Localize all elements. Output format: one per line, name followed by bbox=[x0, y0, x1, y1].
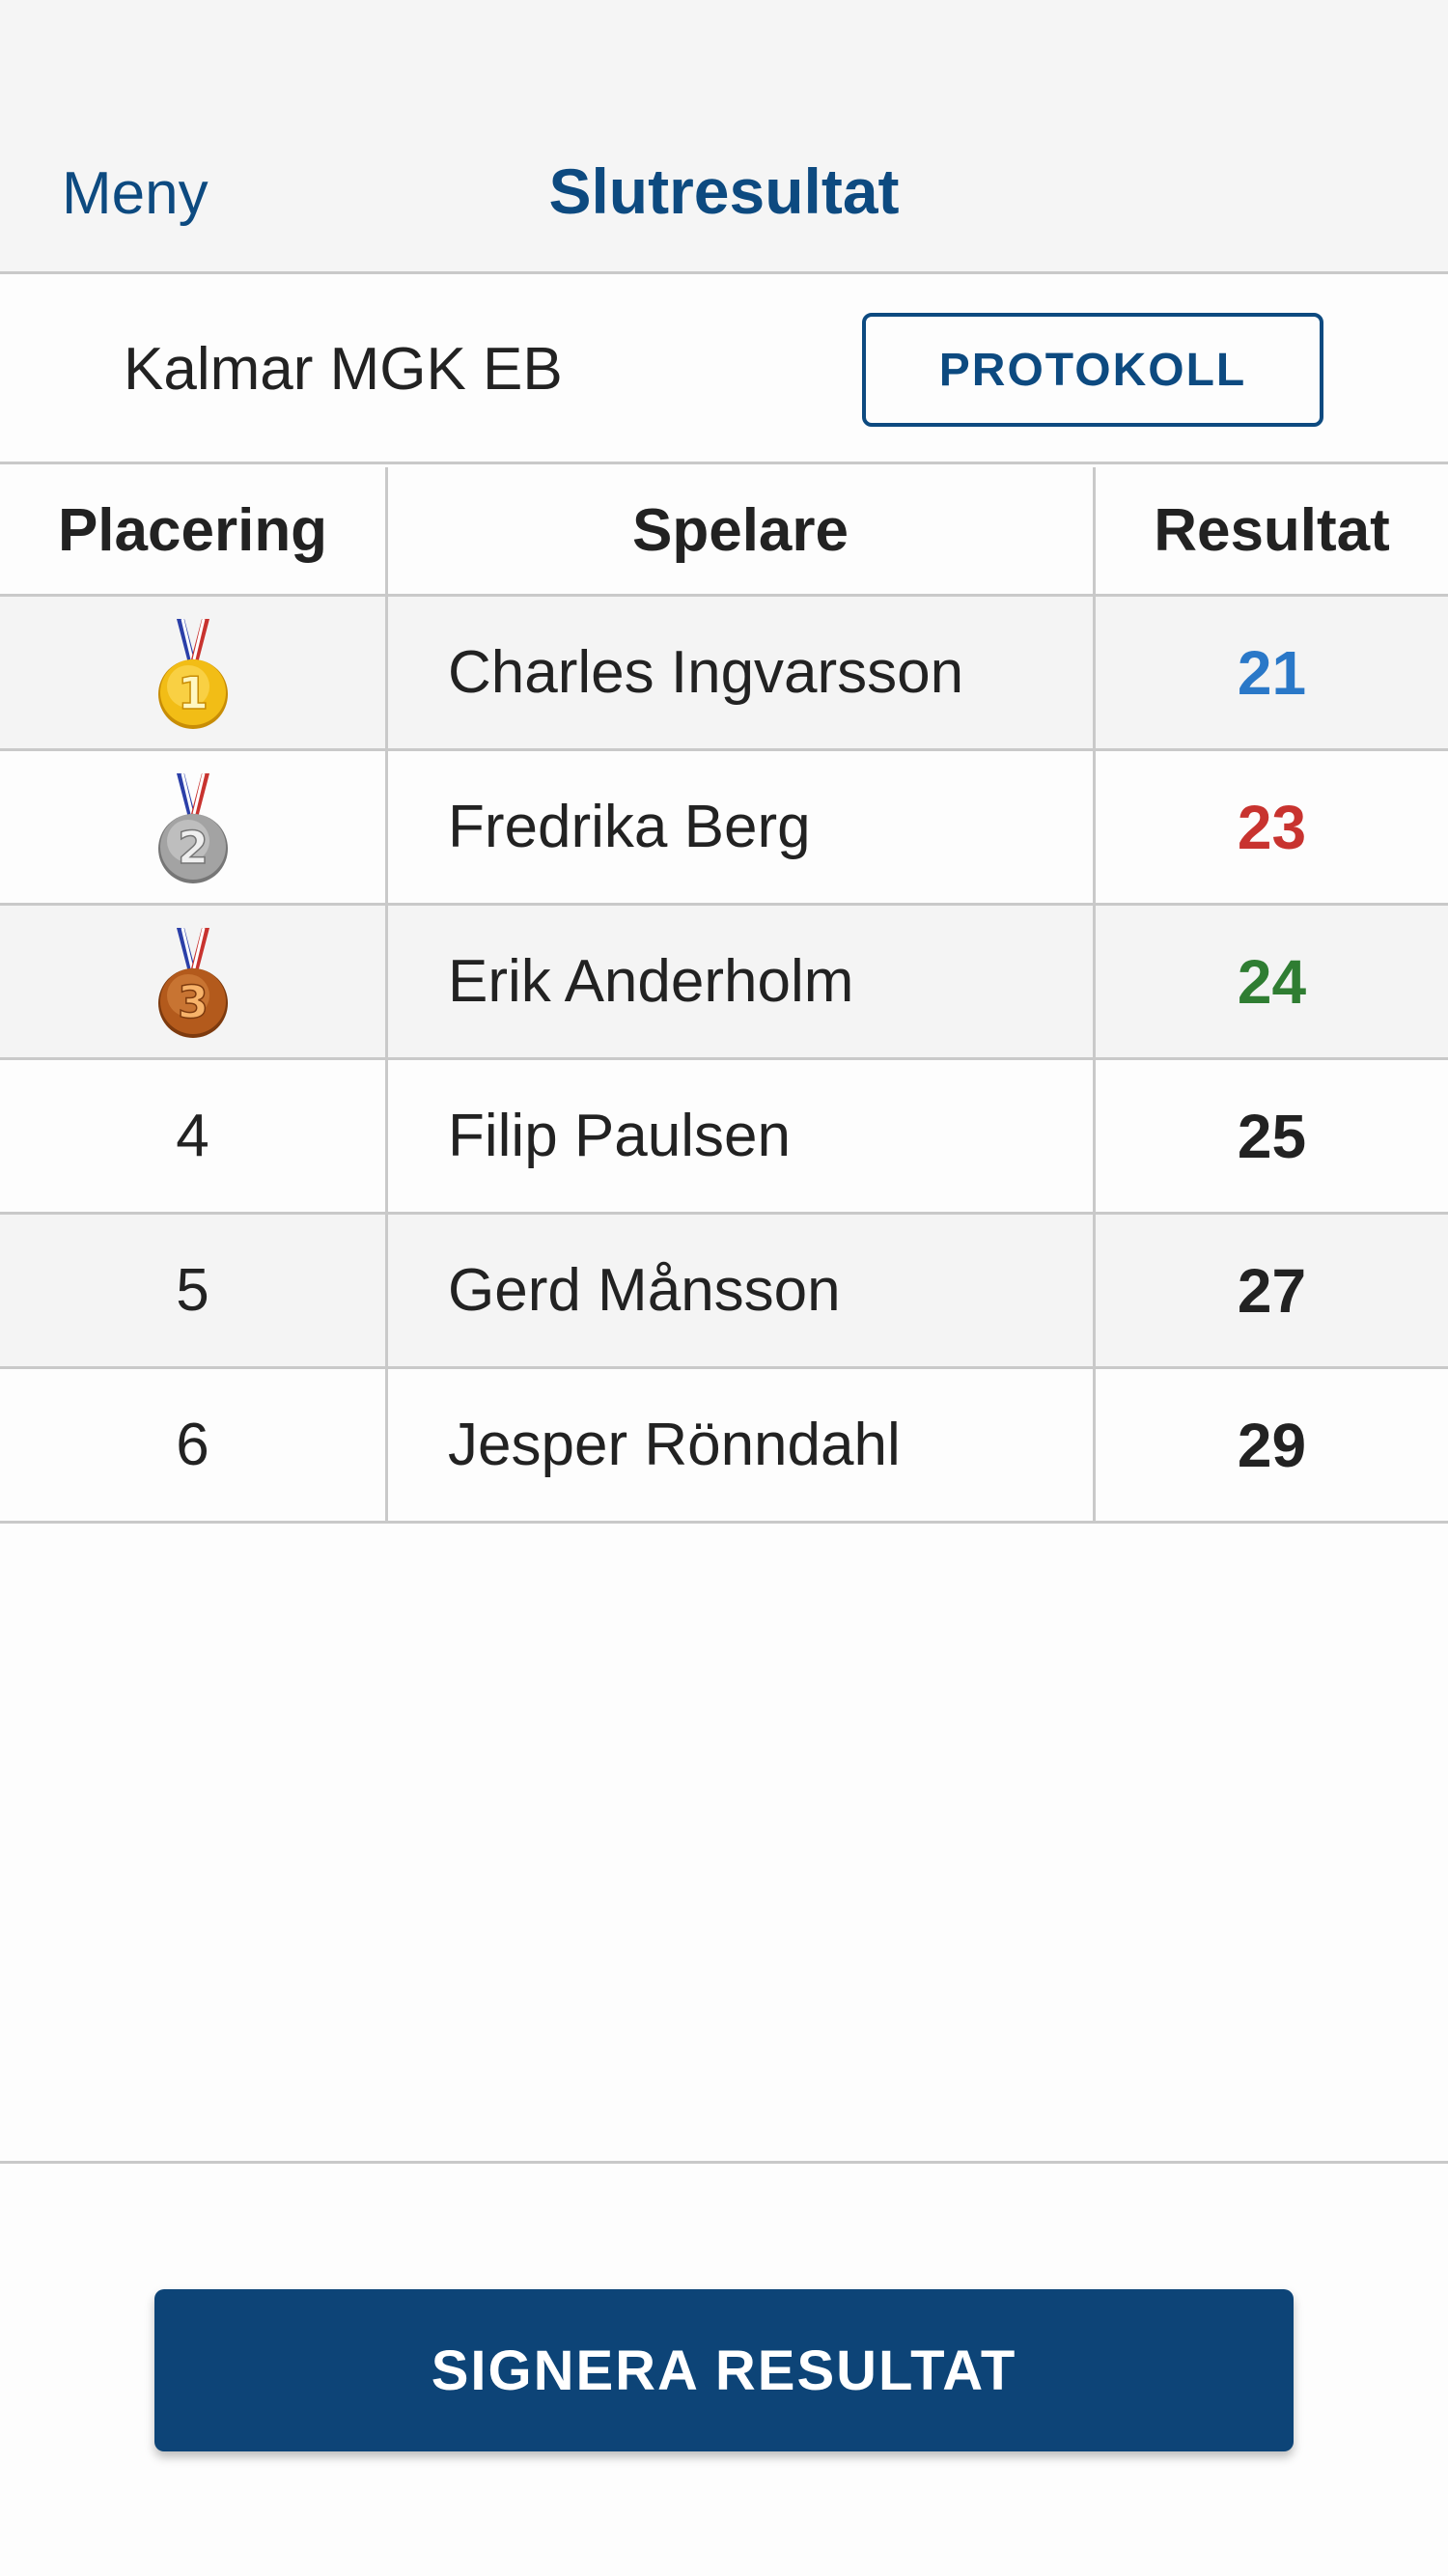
player-name: Jesper Rönndahl bbox=[448, 1412, 901, 1478]
result-cell: 25 bbox=[1096, 1060, 1448, 1212]
player-cell: Charles Ingvarsson bbox=[388, 597, 1096, 748]
result-cell: 29 bbox=[1096, 1369, 1448, 1521]
table-header-row: Placering Spelare Resultat bbox=[0, 467, 1448, 597]
result-cell: 23 bbox=[1096, 751, 1448, 903]
placement-cell: 3 bbox=[0, 906, 388, 1057]
placement-cell: 5 bbox=[0, 1215, 388, 1366]
player-name: Charles Ingvarsson bbox=[448, 639, 964, 706]
navigation-bar: Meny Slutresultat bbox=[0, 0, 1448, 274]
placement-cell: 4 bbox=[0, 1060, 388, 1212]
table-row: 1 Charles Ingvarsson 21 bbox=[0, 597, 1448, 751]
placement-cell: 6 bbox=[0, 1369, 388, 1521]
result-score: 29 bbox=[1237, 1410, 1307, 1480]
player-name: Erik Anderholm bbox=[448, 948, 854, 1015]
silver-medal-icon: 2 bbox=[150, 770, 237, 885]
table-row: 4 Filip Paulsen 25 bbox=[0, 1060, 1448, 1215]
menu-back-button[interactable]: Meny bbox=[62, 160, 209, 227]
player-cell: Jesper Rönndahl bbox=[388, 1369, 1096, 1521]
result-score: 24 bbox=[1237, 946, 1307, 1017]
result-score: 27 bbox=[1237, 1255, 1307, 1326]
player-name: Filip Paulsen bbox=[448, 1103, 791, 1169]
placement-number: 4 bbox=[176, 1103, 209, 1169]
gold-medal-icon: 1 bbox=[150, 615, 237, 731]
table-row: 5 Gerd Månsson 27 bbox=[0, 1215, 1448, 1369]
table-body: 1 Charles Ingvarsson 21 2 Fredrika Berg 23… bbox=[0, 597, 1448, 1524]
result-score: 23 bbox=[1237, 792, 1307, 862]
header-placement: Placering bbox=[0, 467, 388, 594]
player-cell: Fredrika Berg bbox=[388, 751, 1096, 903]
table-row: 3 Erik Anderholm 24 bbox=[0, 906, 1448, 1060]
header-player: Spelare bbox=[388, 467, 1096, 594]
sign-result-button[interactable]: SIGNERA RESULTAT bbox=[154, 2289, 1294, 2451]
svg-text:2: 2 bbox=[177, 822, 208, 874]
page-title: Slutresultat bbox=[548, 155, 900, 227]
player-name: Gerd Månsson bbox=[448, 1257, 841, 1324]
player-cell: Gerd Månsson bbox=[388, 1215, 1096, 1366]
header-result: Resultat bbox=[1154, 497, 1390, 564]
player-name: Fredrika Berg bbox=[448, 794, 811, 860]
table-row: 2 Fredrika Berg 23 bbox=[0, 751, 1448, 906]
club-name: Kalmar MGK EB bbox=[124, 336, 563, 403]
placement-number: 5 bbox=[176, 1257, 209, 1324]
result-cell: 27 bbox=[1096, 1215, 1448, 1366]
table-row: 6 Jesper Rönndahl 29 bbox=[0, 1369, 1448, 1524]
bronze-medal-icon: 3 bbox=[150, 924, 237, 1040]
result-cell: 24 bbox=[1096, 906, 1448, 1057]
player-cell: Erik Anderholm bbox=[388, 906, 1096, 1057]
placement-cell: 1 bbox=[0, 597, 388, 748]
footer-divider bbox=[0, 2161, 1448, 2164]
placement-number: 6 bbox=[176, 1412, 209, 1478]
result-score: 21 bbox=[1237, 637, 1307, 708]
svg-text:3: 3 bbox=[177, 976, 208, 1028]
result-score: 25 bbox=[1237, 1101, 1307, 1171]
placement-cell: 2 bbox=[0, 751, 388, 903]
protocol-button[interactable]: PROTOKOLL bbox=[862, 313, 1323, 427]
player-cell: Filip Paulsen bbox=[388, 1060, 1096, 1212]
svg-text:1: 1 bbox=[177, 667, 208, 719]
club-header: Kalmar MGK EB PROTOKOLL bbox=[0, 277, 1448, 464]
results-table: Placering Spelare Resultat 1 Charles Ing… bbox=[0, 467, 1448, 1524]
result-cell: 21 bbox=[1096, 597, 1448, 748]
